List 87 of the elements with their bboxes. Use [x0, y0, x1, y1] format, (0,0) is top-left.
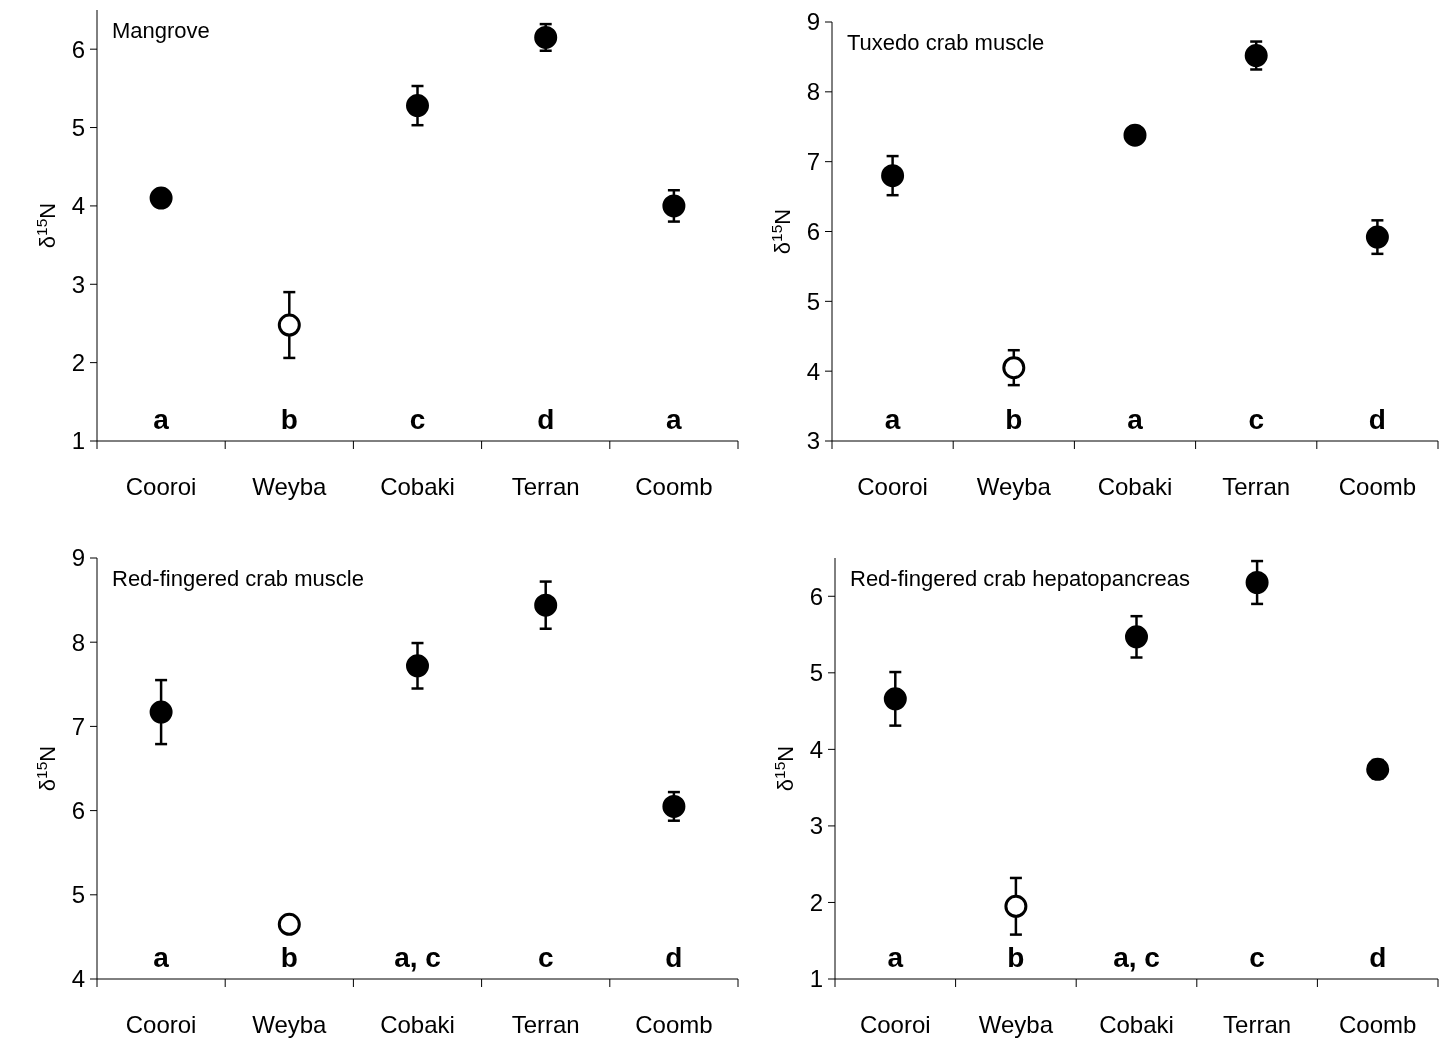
- x-tick-label: Coomb: [635, 1011, 713, 1039]
- x-tick-label: Cooroi: [125, 1011, 197, 1039]
- point: [662, 194, 686, 218]
- annotation: a, c: [394, 941, 441, 973]
- x-tick-label: Cobaki: [380, 473, 455, 501]
- point: [883, 687, 907, 711]
- x-tick-label: Terran: [511, 1011, 580, 1039]
- y-tick-label: 2: [71, 349, 85, 377]
- point: [1245, 571, 1269, 594]
- annotation: c: [537, 941, 554, 973]
- point: [1125, 625, 1148, 649]
- point: [881, 164, 905, 188]
- x-tick-label: Cobaki: [1099, 1011, 1174, 1039]
- point: [1244, 44, 1268, 67]
- annotation: b: [280, 941, 298, 973]
- x-tick-label: Coomb: [1339, 1011, 1417, 1039]
- annotation: b: [1007, 941, 1025, 973]
- chart-title: Red-fingered crab hepatopancreas: [850, 565, 1191, 591]
- y-tick-label: 5: [71, 113, 85, 141]
- annotation: b: [280, 403, 298, 435]
- y-tick-label: 9: [71, 544, 85, 572]
- y-tick-label: 1: [71, 427, 85, 455]
- x-tick-label: Weyba: [976, 473, 1052, 501]
- annotation: c: [1249, 941, 1265, 973]
- y-tick-label: 3: [809, 812, 823, 840]
- point: [406, 94, 429, 118]
- y-tick-label: 8: [806, 78, 820, 106]
- annotation: a: [153, 403, 170, 435]
- point: [534, 25, 558, 49]
- annotation: a: [887, 941, 904, 973]
- point: [406, 654, 429, 678]
- y-tick-label: 4: [809, 735, 823, 763]
- y-tick-label: 4: [806, 357, 820, 385]
- y-tick-label: 9: [806, 8, 820, 36]
- chart-title: Red-fingered crab muscle: [112, 565, 364, 591]
- y-tick-label: 3: [71, 270, 85, 298]
- annotation: a, c: [1113, 941, 1160, 973]
- annotation: c: [1248, 403, 1264, 435]
- x-tick-label: Terran: [1222, 473, 1291, 501]
- x-tick-label: Cobaki: [380, 1011, 455, 1039]
- point: [1002, 356, 1026, 380]
- y-tick-label: 5: [71, 881, 85, 909]
- y-tick-label: 4: [71, 192, 85, 220]
- y-tick-label: 4: [71, 965, 85, 993]
- x-tick-label: Weyba: [252, 1011, 328, 1039]
- y-tick-label: 6: [71, 797, 85, 824]
- y-tick-label: 6: [71, 35, 85, 63]
- annotation: a: [666, 403, 683, 435]
- annotation: a: [1127, 403, 1144, 435]
- x-tick-label: Terran: [511, 473, 580, 501]
- y-tick-label: 6: [806, 217, 820, 245]
- point: [149, 700, 173, 724]
- x-tick-label: Terran: [1223, 1011, 1292, 1039]
- y-tick-label: 8: [71, 628, 85, 656]
- annotation: c: [409, 403, 426, 435]
- point: [1004, 894, 1028, 918]
- y-tick-label: 7: [806, 148, 820, 176]
- x-tick-label: Weyba: [978, 1011, 1054, 1039]
- point: [1123, 123, 1147, 147]
- annotation: a: [153, 941, 170, 973]
- annotation: d: [537, 403, 555, 435]
- annotation: d: [1369, 941, 1387, 973]
- x-tick-label: Cobaki: [1097, 473, 1173, 501]
- annotation: d: [665, 941, 683, 973]
- y-tick-label: 5: [806, 287, 820, 315]
- annotation: b: [1005, 403, 1023, 435]
- point: [1365, 225, 1389, 249]
- annotation: a: [884, 403, 901, 435]
- y-tick-label: 2: [809, 888, 823, 916]
- y-tick-label: 6: [809, 582, 823, 610]
- chart-title: Tuxedo crab muscle: [847, 29, 1045, 55]
- point: [149, 186, 173, 210]
- x-tick-label: Cooroi: [857, 473, 928, 501]
- y-tick-label: 1: [809, 965, 823, 993]
- point: [534, 593, 558, 617]
- y-tick-label: 7: [71, 712, 85, 740]
- x-tick-label: Coomb: [635, 473, 713, 501]
- x-tick-label: Coomb: [1338, 473, 1417, 501]
- x-tick-label: Weyba: [252, 473, 328, 501]
- chart-title: Mangrove: [112, 17, 210, 43]
- y-tick-label: 5: [809, 659, 823, 687]
- annotation: d: [1368, 403, 1386, 435]
- point: [277, 313, 301, 337]
- point: [277, 912, 301, 936]
- x-tick-label: Cooroi: [125, 473, 197, 501]
- x-tick-label: Cooroi: [859, 1011, 931, 1039]
- y-tick-label: 3: [806, 427, 820, 455]
